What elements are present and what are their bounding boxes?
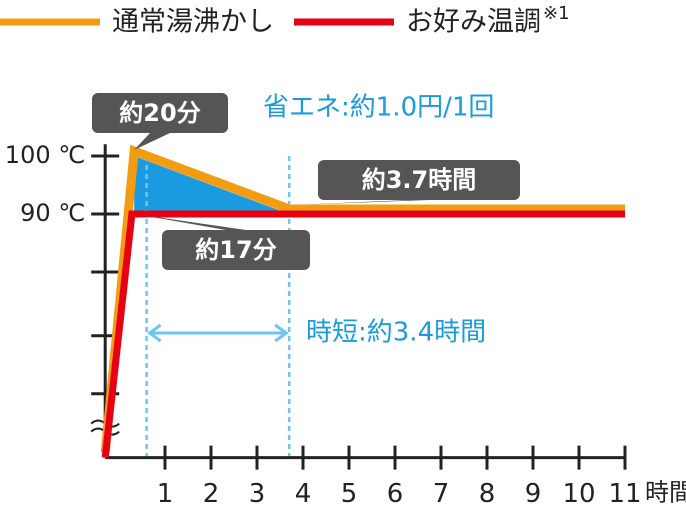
- series-line: [101, 210, 625, 458]
- annotation: 省エネ:約1.0円/1回: [263, 93, 494, 123]
- x-tick-label: 6: [387, 479, 404, 509]
- x-tick-label: 1: [157, 479, 174, 509]
- x-tick-label: 3: [249, 479, 266, 509]
- x-tick-label: 10: [562, 479, 595, 509]
- callout-box: [162, 230, 310, 270]
- x-tick-label: 9: [525, 479, 542, 509]
- y-tick-label: 100 ℃: [5, 141, 85, 169]
- arrow-head: [147, 323, 162, 343]
- legend-label: 通常湯沸かし: [112, 7, 274, 38]
- annotation: 時短:約3.4時間: [306, 318, 486, 348]
- y-tick-label: 90 ℃: [20, 199, 85, 227]
- saving-area: [134, 156, 290, 214]
- callout-pointer: [295, 200, 429, 205]
- x-axis-label: 時間: [645, 479, 686, 507]
- x-tick-label: 2: [203, 479, 220, 509]
- callout-box: [92, 93, 228, 133]
- callout-box: [318, 160, 520, 200]
- callout-pointer: [135, 214, 246, 230]
- x-tick-label: 4: [295, 479, 312, 509]
- x-tick-label: 8: [479, 479, 496, 509]
- callout-label: 約3.7時間: [362, 166, 477, 194]
- arrow-head: [274, 323, 289, 343]
- x-tick-label: 7: [433, 479, 450, 509]
- callout-label: 約20分: [119, 99, 200, 127]
- x-tick-label: 5: [341, 479, 358, 509]
- legend-label: お好み温調: [406, 7, 541, 38]
- callout-label: 約17分: [195, 236, 276, 264]
- callout-pointer: [134, 133, 170, 150]
- legend-note: ※1: [543, 3, 570, 24]
- x-tick-label: 11: [608, 479, 641, 509]
